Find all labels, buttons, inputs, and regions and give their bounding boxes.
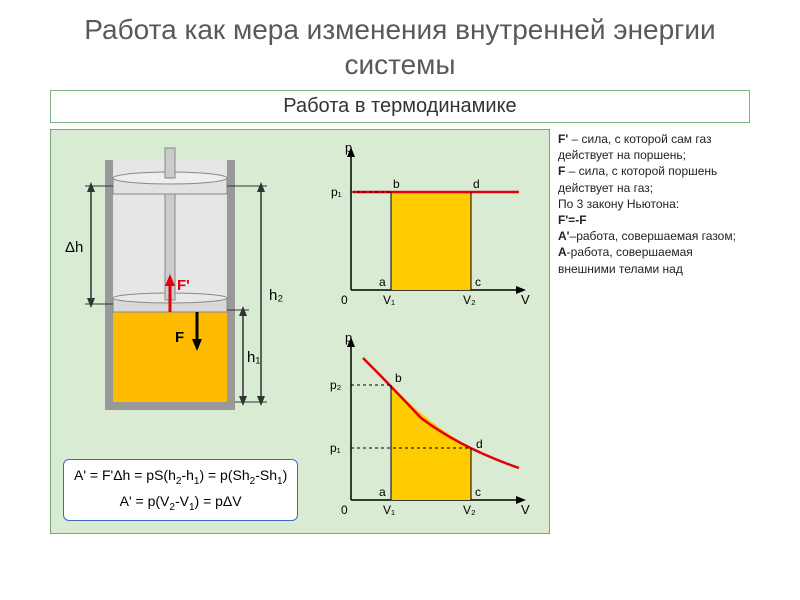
formula-line-2: A' = p(V2-V1) = pΔV [74, 490, 287, 516]
svg-text:V₁: V₁ [383, 503, 395, 517]
svg-text:h₁: h₁ [247, 349, 260, 366]
svg-text:V: V [521, 292, 530, 307]
pv-curve-graph: p V 0 p₂ p₁ V₁ V₂ b d a c [321, 330, 536, 530]
svg-text:a: a [379, 485, 386, 499]
side-explanation: F' – сила, с которой сам газ действует н… [558, 129, 750, 534]
svg-text:b: b [395, 371, 402, 385]
svg-text:p₁: p₁ [330, 441, 341, 455]
page-title: Работа как мера изменения внутренней эне… [0, 0, 800, 90]
svg-text:p₁: p₁ [331, 185, 342, 199]
svg-text:Δh: Δh [65, 239, 83, 256]
svg-text:d: d [476, 437, 483, 451]
svg-text:V₁: V₁ [383, 293, 395, 307]
svg-text:0: 0 [341, 293, 348, 307]
subtitle: Работа в термодинамике [50, 90, 750, 123]
svg-text:V₂: V₂ [463, 293, 476, 307]
svg-text:c: c [475, 275, 481, 289]
formula-line-1: A' = F'Δh = pS(h2-h1) = p(Sh2-Sh1) [74, 464, 287, 490]
svg-text:a: a [379, 275, 386, 289]
svg-text:h₂: h₂ [269, 287, 283, 304]
svg-text:c: c [475, 485, 481, 499]
svg-text:p: p [345, 330, 352, 345]
svg-text:0: 0 [341, 503, 348, 517]
svg-text:F: F [175, 329, 184, 346]
pv-isobaric-graph: p V 0 p₁ V₁ V₂ b d a c [321, 140, 536, 320]
svg-text:b: b [393, 177, 400, 191]
content-row: F' F Δh h₂ h₁ [50, 129, 750, 534]
piston-diagram: F' F Δh h₂ h₁ [65, 140, 305, 430]
svg-text:V₂: V₂ [463, 503, 476, 517]
svg-text:p₂: p₂ [330, 378, 342, 392]
formula-box: A' = F'Δh = pS(h2-h1) = p(Sh2-Sh1) A' = … [63, 459, 298, 521]
svg-text:F': F' [177, 277, 190, 294]
svg-text:V: V [521, 502, 530, 517]
diagram-panel: F' F Δh h₂ h₁ [50, 129, 550, 534]
svg-text:p: p [345, 140, 352, 155]
svg-text:d: d [473, 177, 480, 191]
